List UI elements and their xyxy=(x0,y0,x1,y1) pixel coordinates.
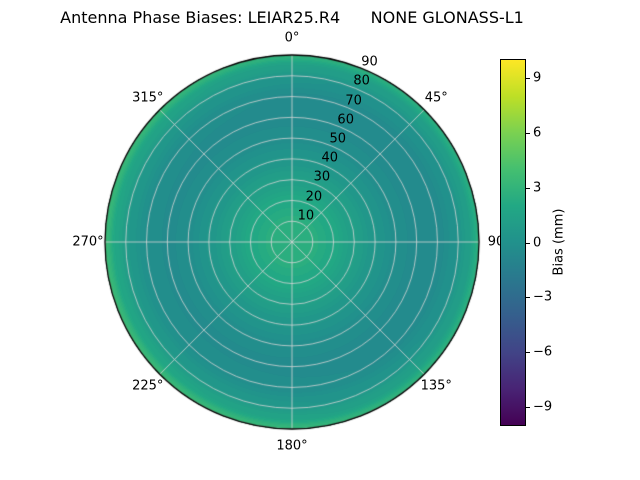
colorbar-tick-mark xyxy=(526,242,530,244)
theta-tick-label: 315° xyxy=(132,90,164,106)
colorbar-axis-label: Bias (mm) xyxy=(551,208,567,275)
colorbar-tick-mark xyxy=(526,352,530,353)
r-tick-label: 60 xyxy=(337,112,354,128)
r-tick-label: 80 xyxy=(353,73,370,89)
colorbar-tick-mark xyxy=(526,406,530,408)
colorbar-tick-mark xyxy=(526,78,530,80)
colorbar-tick-label: 0 xyxy=(533,235,542,250)
colorbar-tick-label: −6 xyxy=(533,344,553,360)
r-tick-label: 40 xyxy=(321,150,339,166)
colorbar-gradient xyxy=(500,59,526,426)
theta-tick-label: 135° xyxy=(420,378,452,394)
colorbar-tick-label: −3 xyxy=(533,289,553,305)
theta-tick-label: 180° xyxy=(276,438,308,454)
colorbar-tick-label: 9 xyxy=(533,70,542,86)
colorbar-tick-label: −9 xyxy=(533,399,553,415)
colorbar-tick-label: 3 xyxy=(533,180,542,196)
r-tick-label: 50 xyxy=(329,131,347,147)
theta-tick-label: 45° xyxy=(424,90,448,106)
r-tick-label: 90 xyxy=(361,54,378,70)
theta-tick-label: 225° xyxy=(132,378,164,394)
colorbar-tick-mark xyxy=(526,187,530,189)
colorbar-tick-mark xyxy=(526,297,530,299)
r-tick-label: 10 xyxy=(297,208,315,224)
r-tick-label: 20 xyxy=(305,189,323,205)
r-tick-label: 70 xyxy=(345,93,362,109)
colorbar-tick-mark xyxy=(526,133,530,134)
r-tick-label: 30 xyxy=(313,169,331,185)
colorbar-tick-label: 6 xyxy=(533,125,542,141)
theta-tick-label: 0° xyxy=(284,30,300,46)
theta-tick-label: 270° xyxy=(72,234,104,250)
